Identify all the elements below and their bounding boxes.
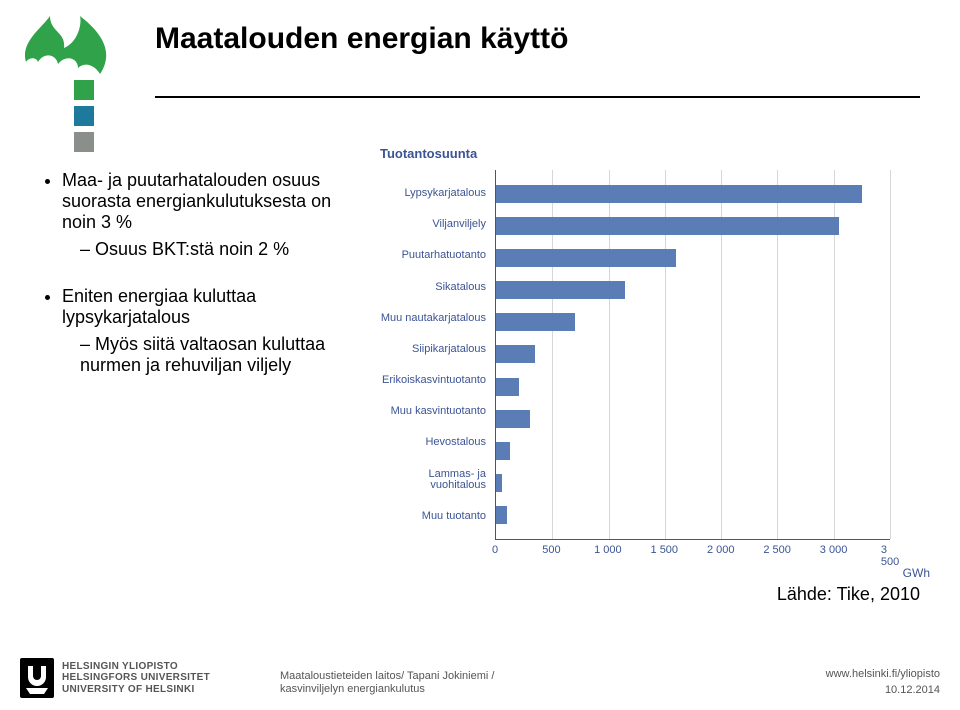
x-tick-label: 3 000 <box>820 544 848 556</box>
university-crest-icon <box>20 658 54 698</box>
footer-url: www.helsinki.fi/yliopisto <box>826 667 940 682</box>
chart-bar <box>496 474 502 492</box>
y-tick-label: Viljanviljely <box>380 219 492 230</box>
chart-bar <box>496 506 507 524</box>
x-tick-label: 1 000 <box>594 544 622 556</box>
university-name: HELSINGIN YLIOPISTOHELSINGFORS UNIVERSIT… <box>62 661 210 696</box>
chart-bar <box>496 185 862 203</box>
x-tick-label: 2 000 <box>707 544 735 556</box>
x-tick-label: 500 <box>542 544 560 556</box>
chart-bar <box>496 313 575 331</box>
chart-bar <box>496 378 519 396</box>
chart-bar <box>496 217 839 235</box>
y-tick-label: Muu nautakarjatalous <box>380 313 492 324</box>
y-tick-label: Puutarhatuotanto <box>380 250 492 261</box>
x-tick-label: 0 <box>492 544 498 556</box>
logo-squares <box>74 80 94 152</box>
x-axis-unit: GWh <box>903 566 930 580</box>
bullet-subitem: Osuus BKT:stä noin 2 % <box>80 239 370 260</box>
x-tick-label: 3 500 <box>881 544 899 568</box>
footer-dept: Maataloustieteiden laitos/ Tapani Jokini… <box>280 670 494 696</box>
x-tick-label: 1 500 <box>651 544 679 556</box>
slide-logo <box>20 14 140 134</box>
chart-header: Tuotantosuunta <box>380 146 477 161</box>
chart-source: Lähde: Tike, 2010 <box>777 584 920 605</box>
footer-date: 10.12.2014 <box>826 683 940 698</box>
bullet-subitem: Myös siitä valtaosan kuluttaa nurmen ja … <box>80 334 370 376</box>
x-tick-label: 2 500 <box>763 544 791 556</box>
slide-footer: HELSINGIN YLIOPISTOHELSINGFORS UNIVERSIT… <box>20 658 940 698</box>
chart-bar <box>496 442 510 460</box>
y-tick-label: Erikoiskasvintuotanto <box>380 375 492 386</box>
y-tick-label: Muu tuotanto <box>380 511 492 522</box>
flame-icon <box>20 14 112 84</box>
bullet-list: Maa- ja puutarhatalouden osuus suorasta … <box>40 170 380 580</box>
y-tick-label: Hevostalous <box>380 437 492 448</box>
chart-bar <box>496 281 625 299</box>
slide-title: Maatalouden energian käyttö <box>155 22 920 56</box>
bullet-item: Maa- ja puutarhatalouden osuus suorasta … <box>62 170 370 260</box>
chart-bar <box>496 249 676 267</box>
y-tick-label: Sikatalous <box>380 282 492 293</box>
bullet-item: Eniten energiaa kuluttaa lypsykarjatalou… <box>62 286 370 376</box>
y-tick-label: Muu kasvintuotanto <box>380 406 492 417</box>
y-tick-label: Lammas- ja vuohitalous <box>380 469 492 491</box>
title-rule <box>155 96 920 98</box>
chart-bar <box>496 345 535 363</box>
y-tick-label: Lypsykarjatalous <box>380 188 492 199</box>
y-tick-label: Siipikarjatalous <box>380 344 492 355</box>
chart-bar <box>496 410 530 428</box>
production-chart: Tuotantosuunta LypsykarjatalousViljanvil… <box>380 170 930 580</box>
